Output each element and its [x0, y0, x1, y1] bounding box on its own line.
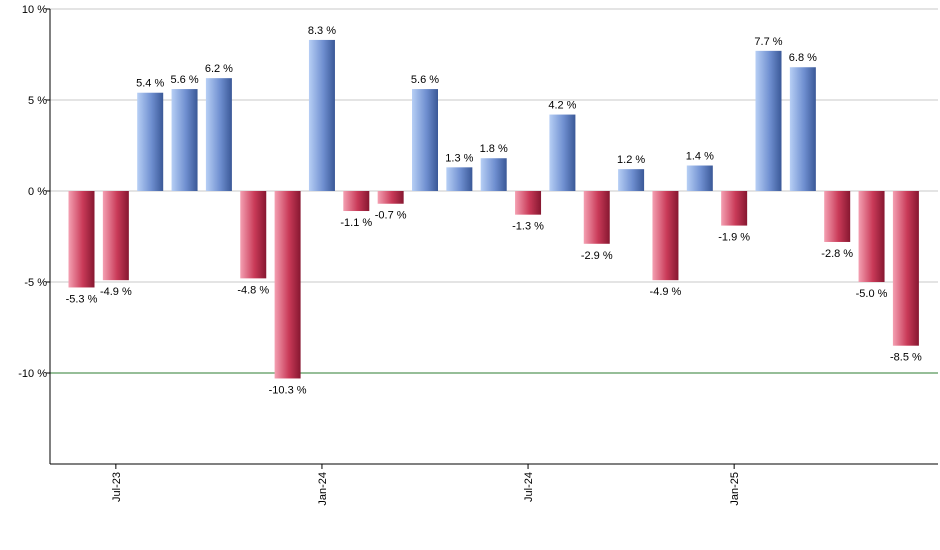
bar	[137, 92, 164, 191]
data-label: 6.8 %	[789, 52, 817, 64]
bar	[412, 89, 438, 191]
data-label: -10.3 %	[269, 384, 307, 396]
y-tick-label: 10 %	[22, 4, 47, 16]
data-label: 7.7 %	[754, 36, 782, 48]
data-label: 1.3 %	[445, 152, 473, 164]
data-label: -1.3 %	[512, 221, 544, 233]
bar	[789, 67, 816, 191]
data-labels: -5.3 %-4.9 %5.4 % 5.6 %6.2 %-4.8 %-10.3 %…	[66, 25, 922, 397]
data-label: 1.2 %	[617, 154, 645, 166]
bar	[755, 50, 782, 191]
y-axis-ticks: 10 % 5 % 0 % -5 % -10 %	[18, 4, 50, 380]
bar	[892, 191, 919, 346]
bar	[274, 191, 301, 379]
bar	[171, 89, 198, 191]
bar	[583, 191, 610, 244]
bar	[480, 158, 507, 191]
x-axis-ticks: Jul-23 Jan-24 Jul-24 Jan-25	[111, 464, 741, 506]
bar	[377, 191, 404, 204]
bars	[68, 39, 919, 379]
data-label: -2.9 %	[581, 250, 613, 262]
bar	[102, 191, 129, 281]
data-label: 4.2 %	[548, 100, 576, 112]
bar	[721, 191, 748, 226]
y-tick-label: -5 %	[24, 277, 47, 289]
bar	[308, 39, 335, 191]
x-tick-label: Jul-24	[523, 472, 535, 502]
data-label: 5.4 %	[136, 78, 164, 90]
bar	[686, 165, 713, 191]
data-label: 5.6 %	[170, 74, 198, 86]
x-tick-label: Jan-24	[317, 472, 329, 506]
data-label: 1.4 %	[686, 151, 714, 163]
data-label: -1.1 %	[340, 217, 372, 229]
bar	[858, 191, 885, 282]
data-label: -1.9 %	[718, 232, 750, 244]
data-label: 8.3 %	[308, 25, 336, 37]
bar	[240, 191, 267, 279]
bar	[68, 191, 95, 288]
data-label: -8.5 %	[890, 352, 922, 364]
x-tick-label: Jan-25	[729, 472, 741, 506]
data-label: 1.8 %	[480, 143, 508, 155]
x-tick-label: Jul-23	[111, 472, 123, 502]
data-label: -0.7 %	[375, 210, 407, 222]
bar	[824, 191, 851, 242]
y-tick-label: 0 %	[28, 186, 47, 198]
data-label: -4.8 %	[237, 284, 269, 296]
data-label: -4.9 %	[100, 286, 132, 298]
data-label: -4.9 %	[650, 286, 682, 298]
bar	[515, 191, 542, 215]
axes	[49, 9, 938, 465]
y-tick-label: -10 %	[18, 368, 47, 380]
data-label: -5.0 %	[856, 288, 888, 300]
bar	[652, 191, 679, 281]
bar	[343, 191, 370, 212]
data-label: -2.8 %	[821, 248, 853, 260]
bar	[205, 78, 232, 191]
bar	[618, 169, 645, 191]
y-tick-label: 5 %	[28, 95, 47, 107]
data-label: -5.3 %	[66, 293, 98, 305]
bar	[446, 167, 473, 191]
data-label: 6.2 %	[205, 63, 233, 75]
bar	[549, 114, 576, 191]
data-label: 5.6 %	[411, 74, 439, 86]
